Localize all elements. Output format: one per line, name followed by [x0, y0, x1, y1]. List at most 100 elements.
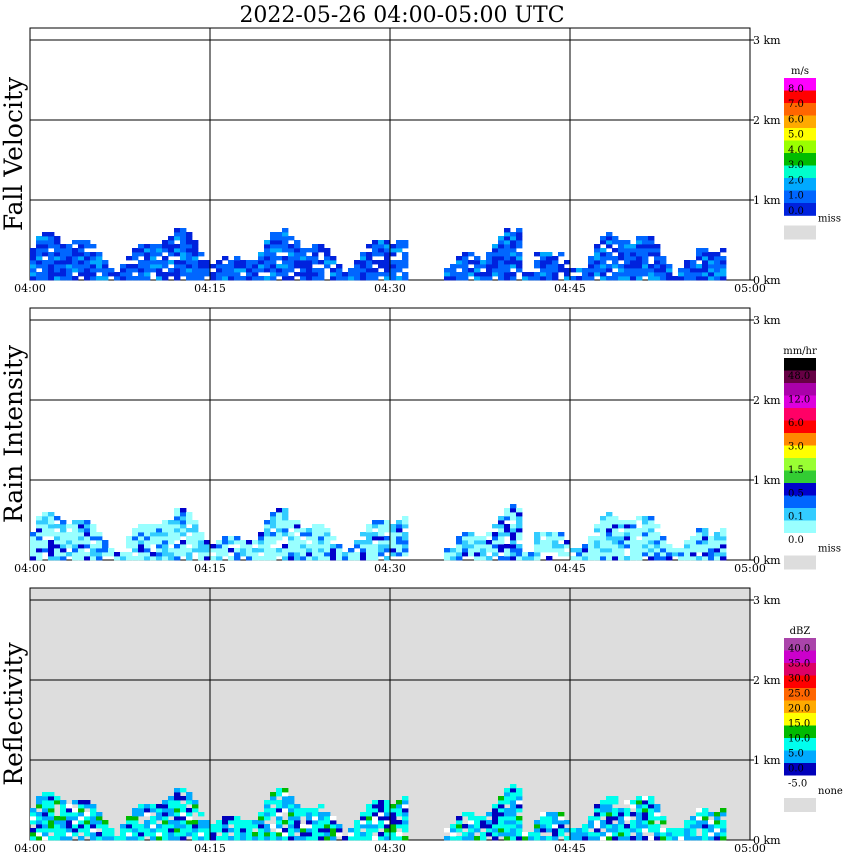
echo-cell	[36, 260, 43, 265]
echo-cell	[630, 536, 637, 541]
echo-cell	[342, 272, 349, 277]
colorbar-swatch	[784, 140, 816, 154]
panel-rain: 04:00 04:15 04:30 04:45 05:000 km1 km2 km3 k…	[0, 307, 841, 575]
echo-cell	[564, 276, 571, 281]
echo-cell	[330, 536, 337, 541]
echo-cell	[606, 836, 613, 841]
x-tick-label: 04:30	[374, 842, 406, 855]
echo-cell	[192, 272, 199, 277]
echo-cell	[174, 552, 181, 557]
echo-cell	[72, 528, 79, 533]
echo-cell	[318, 824, 325, 829]
echo-cell	[282, 788, 289, 793]
echo-cell	[510, 800, 517, 805]
echo-cell	[60, 536, 67, 541]
echo-cell	[600, 836, 607, 841]
echo-cell	[138, 540, 145, 545]
echo-cell	[636, 528, 643, 533]
echo-cell	[144, 812, 151, 817]
echo-cell	[282, 240, 289, 245]
echo-cell	[582, 828, 589, 833]
echo-cell	[642, 248, 649, 253]
echo-cell	[498, 268, 505, 273]
echo-cell	[642, 240, 649, 245]
echo-cell	[144, 828, 151, 833]
echo-cell	[180, 264, 187, 269]
echo-cell	[264, 836, 271, 841]
echo-cell	[390, 548, 397, 553]
echo-cell	[96, 552, 103, 557]
echo-cell	[474, 824, 481, 829]
echo-cell	[126, 556, 133, 561]
echo-cell	[336, 268, 343, 273]
echo-cell	[516, 808, 523, 813]
echo-cell	[162, 256, 169, 261]
echo-cell	[162, 272, 169, 277]
echo-cell	[186, 556, 193, 561]
echo-cell	[552, 836, 559, 841]
echo-cell	[708, 276, 715, 281]
echo-cell	[162, 832, 169, 837]
echo-cell	[510, 544, 517, 549]
echo-cell	[222, 544, 229, 549]
echo-cell	[546, 252, 553, 257]
echo-cell	[144, 268, 151, 273]
echo-cell	[672, 552, 679, 557]
echo-cell	[558, 252, 565, 257]
echo-cell	[84, 268, 91, 273]
echo-cell	[720, 824, 727, 829]
echo-cell	[168, 812, 175, 817]
echo-cell	[222, 816, 229, 821]
echo-cell	[690, 556, 697, 561]
echo-cell	[384, 540, 391, 545]
echo-cell	[72, 552, 79, 557]
echo-cell	[702, 820, 709, 825]
echo-cell	[306, 264, 313, 269]
echo-cell	[174, 804, 181, 809]
echo-cell	[540, 816, 547, 821]
echo-cell	[402, 252, 409, 257]
echo-cell	[216, 272, 223, 277]
echo-cell	[378, 260, 385, 265]
echo-cell	[606, 244, 613, 249]
echo-cell	[174, 556, 181, 561]
echo-cell	[300, 540, 307, 545]
x-tick-label: 04:00	[14, 282, 46, 295]
echo-cell	[258, 828, 265, 833]
echo-cell	[354, 820, 361, 825]
echo-cell	[216, 268, 223, 273]
echo-cell	[450, 832, 457, 837]
echo-cell	[372, 252, 379, 257]
echo-cell	[354, 260, 361, 265]
echo-cell	[402, 552, 409, 557]
echo-cell	[30, 836, 37, 841]
echo-cell	[504, 552, 511, 557]
echo-cell	[642, 548, 649, 553]
echo-cell	[648, 800, 655, 805]
echo-cell	[612, 256, 619, 261]
echo-cell	[540, 824, 547, 829]
echo-cell	[300, 272, 307, 277]
echo-cell	[162, 548, 169, 553]
echo-cell	[318, 532, 325, 537]
echo-cell	[708, 832, 715, 837]
echo-cell	[78, 816, 85, 821]
echo-cell	[546, 272, 553, 277]
colorbar-swatch	[784, 153, 816, 166]
echo-cell	[294, 816, 301, 821]
echo-cell	[72, 812, 79, 817]
panel-ylabel: Rain Intensity	[0, 344, 28, 523]
colorbar-label: 0.1	[788, 512, 804, 523]
echo-cell	[642, 812, 649, 817]
echo-cell	[696, 544, 703, 549]
echo-cell	[714, 252, 721, 257]
echo-cell	[606, 512, 613, 517]
echo-cell	[336, 264, 343, 269]
echo-cell	[192, 548, 199, 553]
echo-cell	[132, 536, 139, 541]
echo-cell	[654, 524, 661, 529]
echo-cell	[624, 264, 631, 269]
echo-cell	[720, 260, 727, 265]
echo-cell	[504, 260, 511, 265]
echo-cell	[630, 256, 637, 261]
